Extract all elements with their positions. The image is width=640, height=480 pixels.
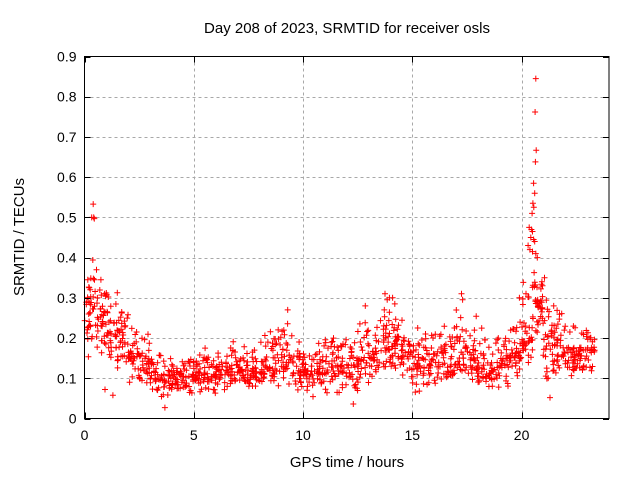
y-tick-label: 0.4 (57, 250, 77, 266)
x-tick-label: 15 (405, 427, 421, 443)
axis-ticks (84, 56, 609, 420)
y-tick-label: 0.6 (57, 169, 77, 185)
chart-title: Day 208 of 2023, SRMTID for receiver osl… (204, 20, 490, 37)
x-axis-label: GPS time / hours (289, 454, 405, 471)
x-tick-label: 0 (81, 427, 89, 443)
y-tick-label: 0.3 (57, 290, 77, 306)
plot-border (84, 56, 610, 419)
y-tick-label: 0.2 (57, 330, 77, 346)
x-tick-label: 20 (514, 427, 530, 443)
y-tick-label: 0.1 (57, 370, 77, 386)
scatter-points-srmtid (81, 75, 598, 411)
y-tick-label: 0.8 (57, 89, 77, 105)
y-tick-label: 0.5 (57, 209, 77, 225)
y-tick-label: 0.9 (57, 49, 77, 65)
y-tick-label: 0.7 (57, 129, 77, 145)
y-tick-label: 0 (69, 411, 77, 427)
x-tick-label: 5 (190, 427, 198, 443)
x-tick-label: 10 (295, 427, 311, 443)
